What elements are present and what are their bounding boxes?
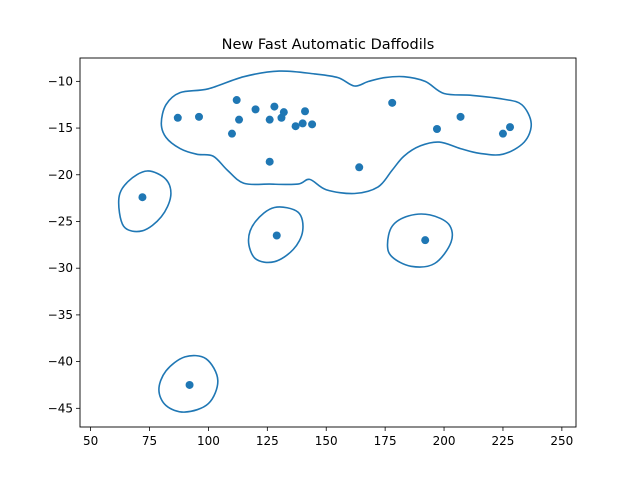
y-tick-label: −30 — [48, 261, 73, 275]
data-point — [388, 98, 397, 107]
data-point — [138, 193, 147, 202]
data-point — [265, 115, 274, 124]
contour-line-2 — [117, 170, 172, 233]
data-point — [173, 113, 182, 122]
contour-line-1 — [160, 70, 533, 195]
y-axis: −10 −15 −20 −25 −30 −35 −40 −45 — [48, 74, 80, 415]
data-point — [232, 96, 241, 105]
data-point — [265, 157, 274, 166]
chart-title: New Fast Automatic Daffodils — [222, 37, 435, 53]
y-tick-label: −40 — [48, 355, 73, 369]
data-point — [227, 129, 236, 138]
x-tick-label: 125 — [256, 434, 279, 448]
contour-line-3 — [247, 206, 304, 264]
data-point — [498, 129, 507, 138]
x-tick-label: 250 — [550, 434, 573, 448]
data-point — [506, 123, 515, 132]
x-tick-label: 200 — [433, 434, 456, 448]
data-point — [194, 112, 203, 121]
x-tick-label: 50 — [83, 434, 98, 448]
data-point — [185, 380, 194, 389]
data-point — [279, 108, 288, 117]
x-tick-label: 175 — [374, 434, 397, 448]
y-tick-label: −25 — [48, 214, 73, 228]
y-tick-label: −45 — [48, 401, 73, 415]
x-tick-label: 100 — [197, 434, 220, 448]
contour-line-5 — [158, 354, 219, 413]
data-point — [298, 119, 307, 128]
data-point — [308, 120, 317, 129]
data-point — [291, 122, 300, 131]
data-points — [138, 96, 515, 389]
y-tick-label: −10 — [48, 74, 73, 88]
data-point — [251, 105, 260, 114]
data-point — [301, 107, 310, 116]
y-tick-label: −35 — [48, 308, 73, 322]
x-tick-label: 225 — [492, 434, 515, 448]
data-point — [421, 236, 430, 245]
y-tick-label: −20 — [48, 168, 73, 182]
data-point — [456, 112, 465, 121]
y-tick-label: −15 — [48, 121, 73, 135]
contour-line-4 — [386, 213, 454, 268]
data-point — [235, 115, 244, 124]
x-axis: 50 75 100 125 150 175 200 225 250 — [83, 427, 573, 448]
plot-frame — [79, 57, 577, 428]
data-point — [270, 102, 279, 111]
x-tick-label: 150 — [315, 434, 338, 448]
data-point — [272, 231, 281, 240]
data-point — [432, 124, 441, 133]
x-tick-label: 75 — [142, 434, 157, 448]
density-contours — [117, 70, 533, 413]
data-point — [355, 163, 364, 172]
